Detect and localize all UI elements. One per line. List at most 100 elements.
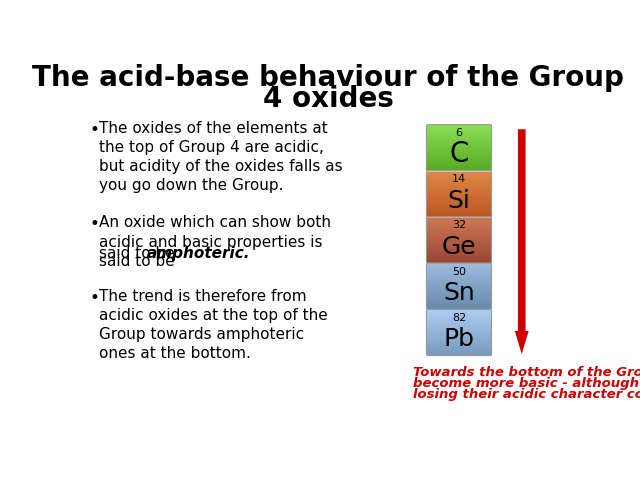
Bar bbox=[428, 140, 491, 142]
Bar bbox=[428, 350, 491, 352]
Bar bbox=[428, 329, 491, 331]
Bar bbox=[428, 178, 491, 180]
Text: amphoteric.: amphoteric. bbox=[147, 246, 250, 261]
Bar bbox=[428, 156, 491, 158]
Bar bbox=[428, 291, 491, 293]
Bar bbox=[428, 231, 491, 233]
Bar bbox=[428, 261, 491, 263]
Bar bbox=[428, 176, 491, 178]
Bar bbox=[428, 321, 491, 323]
Text: losing their acidic character completely.: losing their acidic character completely… bbox=[413, 387, 640, 400]
Bar bbox=[428, 209, 491, 211]
Bar bbox=[428, 133, 491, 135]
Bar bbox=[428, 252, 491, 254]
Bar bbox=[428, 213, 491, 215]
Bar bbox=[428, 295, 491, 297]
Bar bbox=[428, 341, 491, 343]
Bar bbox=[428, 267, 491, 269]
Text: 4 oxides: 4 oxides bbox=[262, 85, 394, 113]
Text: The acid-base behaviour of the Group: The acid-base behaviour of the Group bbox=[32, 64, 624, 92]
Bar bbox=[428, 212, 491, 214]
Bar bbox=[428, 210, 491, 212]
Text: The oxides of the elements at
the top of Group 4 are acidic,
but acidity of the : The oxides of the elements at the top of… bbox=[99, 121, 342, 193]
Bar bbox=[428, 322, 491, 324]
Bar bbox=[428, 275, 491, 276]
Text: 6: 6 bbox=[456, 128, 463, 138]
Bar bbox=[428, 227, 491, 228]
Bar bbox=[428, 307, 491, 309]
Bar bbox=[428, 233, 491, 235]
Bar bbox=[428, 173, 491, 175]
Bar bbox=[428, 130, 491, 132]
Bar bbox=[428, 333, 491, 335]
Bar bbox=[428, 338, 491, 340]
Bar bbox=[428, 283, 491, 285]
Bar bbox=[428, 348, 491, 349]
Bar bbox=[428, 337, 491, 339]
Bar bbox=[428, 265, 491, 267]
Bar bbox=[428, 228, 491, 230]
Text: Towards the bottom of the Group, the oxides: Towards the bottom of the Group, the oxi… bbox=[413, 366, 640, 379]
Bar bbox=[428, 234, 491, 236]
Bar bbox=[428, 149, 491, 151]
Bar bbox=[428, 288, 491, 289]
Text: An oxide which can show both
acidic and basic properties is
said to be: An oxide which can show both acidic and … bbox=[99, 216, 331, 269]
Bar bbox=[428, 298, 491, 300]
Text: 14: 14 bbox=[452, 174, 466, 184]
Bar bbox=[428, 241, 491, 243]
Bar bbox=[428, 256, 491, 258]
Bar bbox=[428, 271, 491, 273]
Bar bbox=[428, 264, 491, 266]
Bar bbox=[428, 260, 491, 261]
Text: Ge: Ge bbox=[442, 235, 476, 259]
Text: C: C bbox=[449, 140, 468, 168]
Bar bbox=[428, 243, 491, 245]
Bar bbox=[428, 163, 491, 165]
Bar bbox=[428, 161, 491, 163]
Bar bbox=[428, 125, 491, 127]
Bar bbox=[428, 285, 491, 287]
Bar bbox=[428, 297, 491, 299]
Bar bbox=[428, 310, 491, 312]
Bar bbox=[428, 139, 491, 141]
Bar bbox=[428, 185, 491, 187]
Bar bbox=[428, 225, 491, 227]
Bar bbox=[428, 164, 491, 166]
Bar bbox=[428, 312, 491, 313]
Bar bbox=[428, 352, 491, 354]
Bar bbox=[428, 249, 491, 251]
Bar bbox=[428, 301, 491, 303]
Bar bbox=[428, 270, 491, 272]
Bar bbox=[428, 143, 491, 145]
Bar bbox=[428, 155, 491, 157]
Bar bbox=[428, 179, 491, 181]
Bar bbox=[428, 132, 491, 133]
Bar bbox=[428, 240, 491, 242]
Bar bbox=[428, 314, 491, 316]
Bar bbox=[428, 336, 491, 337]
Bar bbox=[428, 346, 491, 348]
Bar bbox=[428, 151, 491, 153]
Text: 82: 82 bbox=[452, 313, 466, 323]
Bar bbox=[428, 334, 491, 336]
Bar bbox=[428, 191, 491, 193]
Bar bbox=[428, 292, 491, 294]
Bar bbox=[428, 268, 491, 270]
Bar bbox=[428, 239, 491, 240]
Bar bbox=[428, 128, 491, 130]
Bar bbox=[428, 331, 491, 333]
Bar bbox=[428, 136, 491, 138]
Text: 32: 32 bbox=[452, 220, 466, 230]
Bar bbox=[428, 152, 491, 154]
Bar bbox=[428, 192, 491, 194]
Text: Si: Si bbox=[447, 189, 470, 213]
Bar bbox=[428, 229, 491, 231]
Bar bbox=[428, 236, 491, 238]
Text: •: • bbox=[90, 121, 99, 139]
Bar bbox=[428, 171, 491, 173]
Bar bbox=[428, 300, 491, 301]
Bar bbox=[428, 318, 491, 320]
Bar bbox=[428, 340, 491, 342]
Bar bbox=[428, 207, 491, 209]
Bar bbox=[428, 325, 491, 327]
